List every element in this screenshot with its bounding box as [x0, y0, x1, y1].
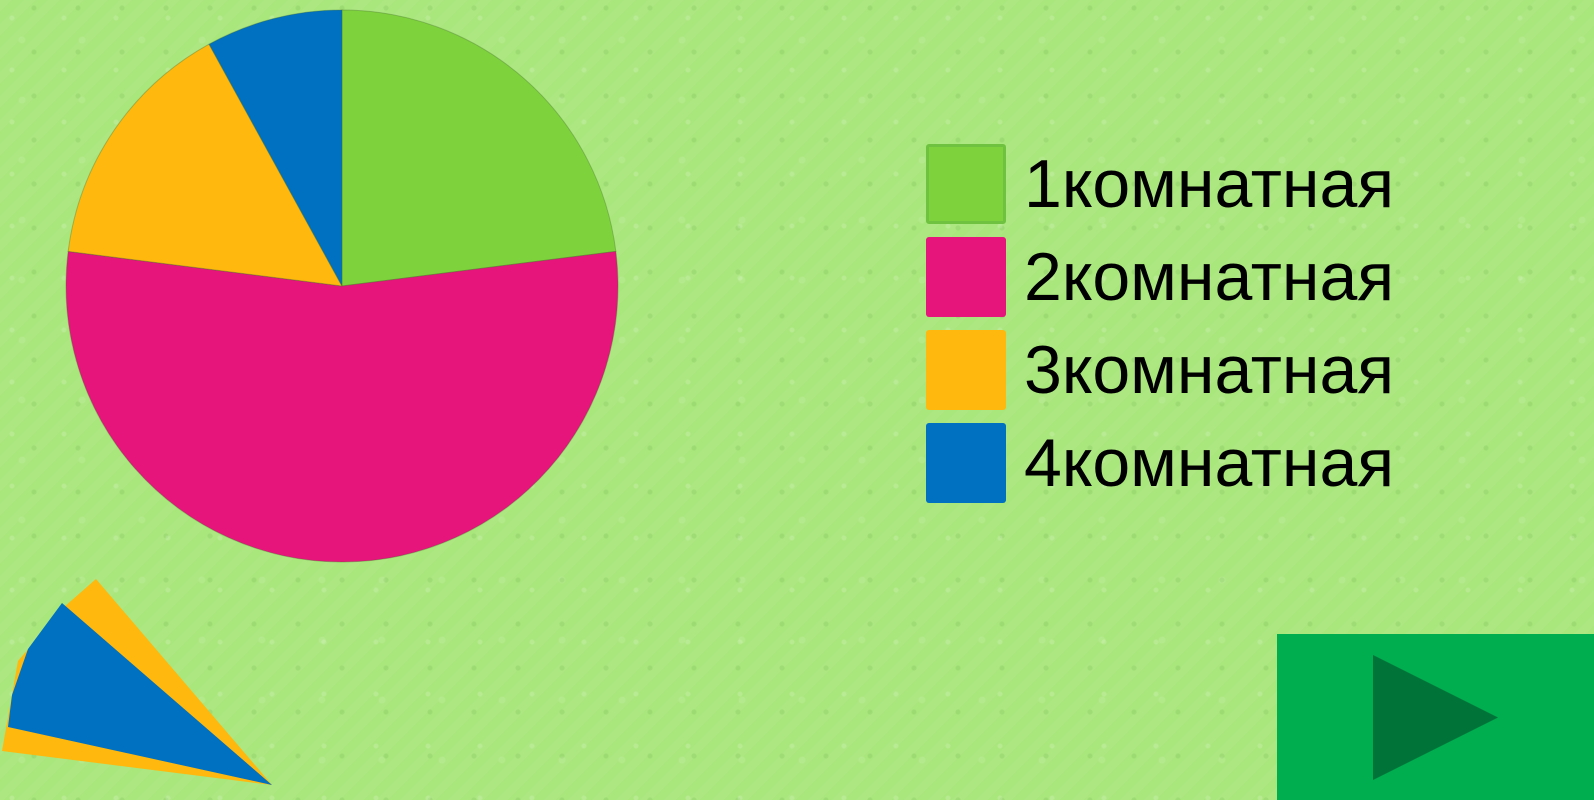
pie-slice-3room	[67, 43, 343, 287]
decoration-blue-wedge	[8, 603, 272, 785]
chart-legend: 1комнатная 2комнатная 3комнатная 4комнат…	[926, 137, 1446, 509]
pie-wedge-decoration-icon	[2, 579, 272, 785]
legend-item-4room: 4комнатная	[926, 416, 1446, 509]
legend-item-1room: 1комнатная	[926, 137, 1446, 230]
legend-label-2room: 2комнатная	[1024, 238, 1395, 315]
play-arrow-icon	[1373, 655, 1498, 780]
legend-swatch-4room	[926, 422, 1006, 503]
legend-swatch-2room	[926, 236, 1006, 317]
pie-slice-4room	[208, 9, 343, 287]
pie-slice-1room	[341, 9, 617, 287]
legend-swatch-1room	[926, 143, 1006, 224]
pie-slice-2room	[65, 250, 619, 563]
legend-item-3room: 3комнатная	[926, 323, 1446, 416]
next-slide-button[interactable]	[1277, 634, 1594, 800]
pie-chart	[65, 9, 619, 563]
legend-item-2room: 2комнатная	[926, 230, 1446, 323]
legend-label-4room: 4комнатная	[1024, 424, 1395, 501]
legend-swatch-3room	[926, 329, 1006, 410]
legend-label-1room: 1комнатная	[1024, 145, 1395, 222]
legend-label-3room: 3комнатная	[1024, 331, 1395, 408]
